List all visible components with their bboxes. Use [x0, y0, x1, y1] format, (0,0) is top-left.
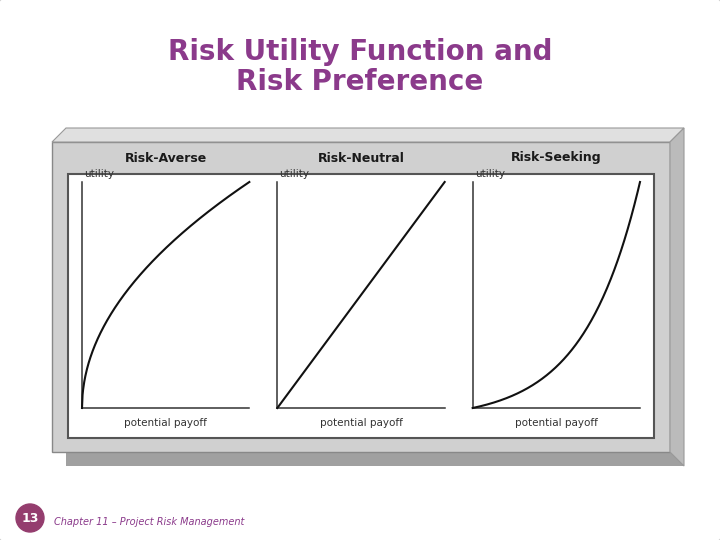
- Text: Risk-Averse: Risk-Averse: [125, 152, 207, 165]
- Text: Chapter 11 – Project Risk Management: Chapter 11 – Project Risk Management: [54, 517, 244, 527]
- Text: potential payoff: potential payoff: [515, 418, 598, 428]
- Text: utility: utility: [279, 169, 310, 179]
- FancyBboxPatch shape: [52, 142, 670, 452]
- Text: potential payoff: potential payoff: [125, 418, 207, 428]
- FancyBboxPatch shape: [66, 156, 684, 466]
- Polygon shape: [52, 128, 684, 142]
- Text: utility: utility: [474, 169, 505, 179]
- Text: Risk-Neutral: Risk-Neutral: [318, 152, 405, 165]
- Polygon shape: [670, 128, 684, 466]
- Text: 13: 13: [22, 511, 39, 524]
- Circle shape: [16, 504, 44, 532]
- Text: potential payoff: potential payoff: [320, 418, 402, 428]
- Text: utility: utility: [84, 169, 114, 179]
- Text: Risk Utility Function and: Risk Utility Function and: [168, 38, 552, 66]
- Text: Risk Preference: Risk Preference: [236, 68, 484, 96]
- FancyBboxPatch shape: [68, 174, 654, 438]
- Text: Risk-Seeking: Risk-Seeking: [511, 152, 602, 165]
